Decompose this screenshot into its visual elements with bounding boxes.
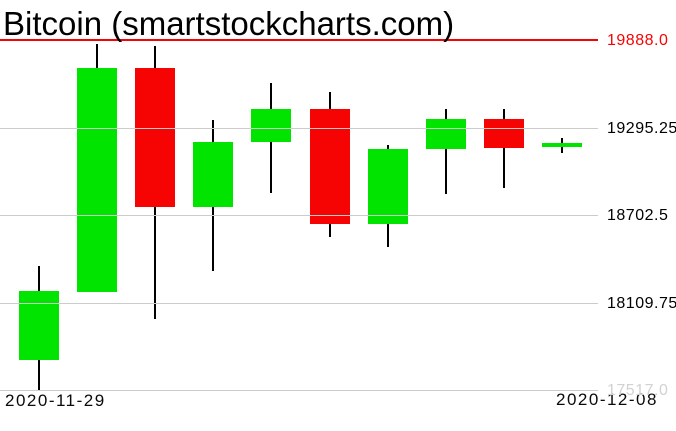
candlestick-plot-area	[0, 39, 598, 391]
y-axis-price-label: 19888.0	[607, 32, 669, 49]
price-highlight-line	[0, 39, 598, 41]
gridline	[0, 127, 598, 129]
x-axis-date-end: 2020-12-08	[556, 390, 658, 409]
candle-body-down	[135, 68, 176, 207]
y-axis-price-label: 19295.25	[607, 119, 676, 137]
y-axis-price-label: 18109.75	[607, 294, 676, 312]
gridline	[0, 215, 598, 216]
y-axis-price-label: 17517.0	[607, 382, 669, 399]
candle-body-up	[251, 109, 292, 142]
candle-wick	[502, 109, 505, 188]
candle-body-up	[425, 119, 466, 149]
y-axis-price-label: 18702.5	[607, 207, 669, 224]
x-axis-date-start: 2020-11-29	[5, 391, 106, 410]
candle-body-up	[77, 68, 118, 293]
candle-body-up	[367, 148, 408, 225]
candle-body-up	[193, 141, 234, 207]
chart-title: Bitcoin (smartstockcharts.com)	[3, 5, 455, 42]
gridline	[0, 302, 598, 304]
candle-wick	[444, 109, 447, 194]
gridline	[0, 390, 598, 391]
candle-body-down	[483, 119, 524, 148]
candle-body-up	[541, 143, 582, 148]
